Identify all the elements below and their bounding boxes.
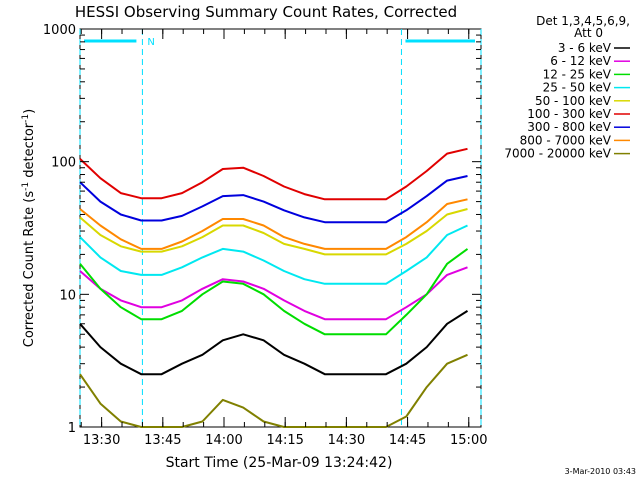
x-axis-label: Start Time (25-Mar-09 13:24:42) (166, 455, 393, 471)
series-line-4 (79, 208, 468, 256)
legend-entry-label: 25 - 50 keV (543, 81, 612, 95)
y-label-sup1: -1 (21, 182, 31, 191)
series-line-0 (79, 310, 469, 376)
legend-entry-label: 50 - 100 keV (535, 94, 612, 108)
chart-title: HESSI Observing Summary Count Rates, Cor… (75, 3, 457, 21)
x-tick-label: 15:00 (450, 433, 487, 448)
y-label-part2: detector (22, 122, 37, 182)
x-tick-label: 14:15 (266, 433, 303, 448)
series-line-8 (79, 353, 468, 428)
series-line-6 (79, 175, 468, 224)
legend-entry-label: 100 - 300 keV (527, 107, 611, 121)
legend-entry-label: 12 - 25 keV (543, 67, 612, 81)
legend-entry-label: 800 - 7000 keV (520, 133, 612, 147)
x-tick-label: 14:45 (389, 433, 426, 448)
footer-timestamp: 3-Mar-2010 03:43 (565, 467, 636, 476)
x-axis: 13:30 13:45 14:00 14:15 14:30 14:45 15:00 (80, 29, 487, 448)
series-layer (79, 147, 469, 428)
x-tick-label: 13:45 (144, 433, 181, 448)
legend-entry-label: 3 - 6 keV (558, 41, 612, 55)
y-tick-label: 100 (51, 156, 76, 171)
x-tick-label: 13:30 (83, 433, 120, 448)
plot-frame (79, 28, 482, 428)
series-line-5 (79, 147, 468, 201)
night-markers: N (79, 29, 482, 427)
legend-entry-label: 6 - 12 keV (550, 54, 612, 68)
y-tick-label: 10 (59, 288, 76, 303)
legend-header-attenuator: Att 0 (574, 26, 603, 40)
y-tick-label: 1 (68, 421, 76, 436)
legend-header-detectors: Det 1,3,4,5,6,9, (536, 14, 630, 28)
x-tick-label: 14:30 (328, 433, 365, 448)
x-tick-label: 14:00 (205, 433, 242, 448)
y-label-part3: ) (22, 109, 37, 114)
y-axis-label: Corrected Count Rate (s-1 detector-1) (21, 109, 37, 347)
series-line-3 (79, 224, 468, 285)
series-line-7 (79, 198, 468, 250)
legend-entry-label: 300 - 800 keV (527, 120, 611, 134)
y-axis: 1 10 100 1000 (43, 23, 481, 436)
plot-area (79, 28, 482, 428)
y-label-part1: Corrected Count Rate (s (22, 191, 37, 348)
legend-entry-label: 7000 - 20000 keV (504, 147, 611, 161)
series-line-2 (79, 248, 469, 336)
night-label: N (147, 37, 154, 48)
y-tick-label: 1000 (43, 23, 76, 38)
series-line-1 (79, 266, 468, 321)
y-label-sup2: -1 (21, 114, 31, 123)
